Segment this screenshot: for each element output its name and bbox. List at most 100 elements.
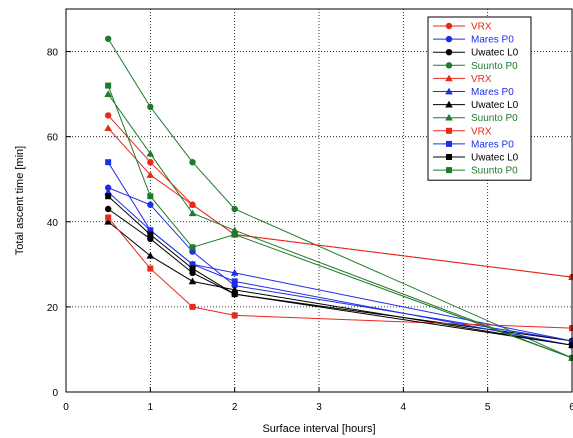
data-point [147,227,154,234]
legend-label: Uwatec L0 [471,153,519,164]
legend-entry: Mares P0 [433,87,514,98]
data-point [104,112,112,119]
data-point [147,159,154,166]
data-point [104,35,112,42]
legend-label: Suunto P0 [471,61,518,72]
data-point [146,171,155,178]
data-point [147,231,154,238]
legend-entry: Uwatec L0 [433,100,519,111]
legend-swatch-marker [446,140,452,147]
series-suunto-p0-circle [104,35,573,362]
series-vrx-square [105,214,573,332]
data-point [188,209,197,217]
legend-entry: Mares P0 [433,139,514,150]
legend-swatch-marker [445,74,453,82]
series-uwatec-l0-triangle [104,217,573,349]
x-axis-label: Surface interval [hours] [262,423,375,435]
legend-entry: Mares P0 [433,35,514,46]
legend-swatch-marker [445,22,453,30]
data-point [104,217,112,225]
legend-swatch-marker [445,113,453,121]
y-tick-label: 40 [47,218,59,229]
y-tick-label: 60 [47,133,59,144]
data-point [189,303,196,310]
legend-swatch-marker [445,49,453,56]
legend-swatch-marker [445,35,453,43]
x-tick-label: 6 [569,402,573,413]
data-point [230,269,239,276]
legend-swatch-marker [446,127,452,134]
data-point [104,90,112,97]
data-point [147,193,154,200]
data-point [104,205,112,213]
data-point [230,226,239,234]
legend-entry: VRX [433,126,492,137]
x-tick-label: 3 [316,402,322,413]
data-point [230,286,239,293]
data-point [105,214,112,221]
data-point [231,231,238,238]
legend-swatch-marker [445,87,453,95]
x-tick-label: 2 [232,402,238,413]
data-point [188,277,197,285]
legend-label: Mares P0 [471,87,514,98]
legend-entry: Uwatec L0 [433,48,519,59]
data-point [147,103,154,111]
data-point [189,265,196,272]
legend-label: Mares P0 [471,35,514,46]
data-point [189,244,196,251]
data-point [569,325,573,332]
data-point [231,312,238,319]
data-point [231,291,238,298]
legend-label: Suunto P0 [471,113,518,124]
data-point [104,184,112,191]
legend-entry: Uwatec L0 [433,153,519,164]
series-layer [104,35,573,362]
legend-entry: Suunto P0 [433,166,518,177]
legend: VRX Mares P0 Uwatec L0 Suunto P0 VRX Mares P0… [427,16,532,181]
data-point [569,342,573,349]
legend-label: Uwatec L0 [471,100,519,111]
data-point [231,205,238,213]
legend-swatch-marker [446,167,452,174]
y-tick-label: 20 [47,303,59,314]
data-point [147,265,154,272]
data-point [189,261,196,268]
legend-entry: VRX [433,74,492,85]
legend-swatch-marker [445,100,453,108]
x-tick-label: 5 [485,402,491,413]
y-tick-label: 80 [47,48,59,59]
legend-label: Uwatec L0 [471,48,519,59]
data-point [105,82,112,89]
legend-box [427,16,532,181]
data-point [105,159,112,166]
y-axis-label: Total ascent time [min] [14,146,26,255]
data-point [104,188,112,195]
series-uwatec-l0-square [105,193,573,349]
legend-entry: Suunto P0 [433,113,518,124]
legend-swatch-marker [446,154,452,160]
legend-entry: Suunto P0 [433,61,518,72]
legend-label: Mares P0 [471,139,514,150]
data-point [188,200,197,208]
data-point [189,159,196,166]
legend-entry: VRX [433,22,492,33]
series-suunto-p0-square [105,82,573,361]
data-point [569,354,573,361]
y-tick-label: 0 [52,388,58,399]
legend-label: VRX [471,22,492,33]
data-point [146,252,155,259]
data-point [104,124,112,132]
data-point [231,278,238,285]
legend-label: Suunto P0 [471,166,518,177]
legend-label: VRX [471,126,492,137]
legend-swatch-marker [445,62,453,69]
x-tick-label: 0 [63,402,69,413]
data-point [105,193,112,200]
legend-label: VRX [471,74,492,85]
data-point [147,201,154,208]
x-tick-label: 1 [148,402,154,413]
x-tick-label: 4 [401,402,407,413]
